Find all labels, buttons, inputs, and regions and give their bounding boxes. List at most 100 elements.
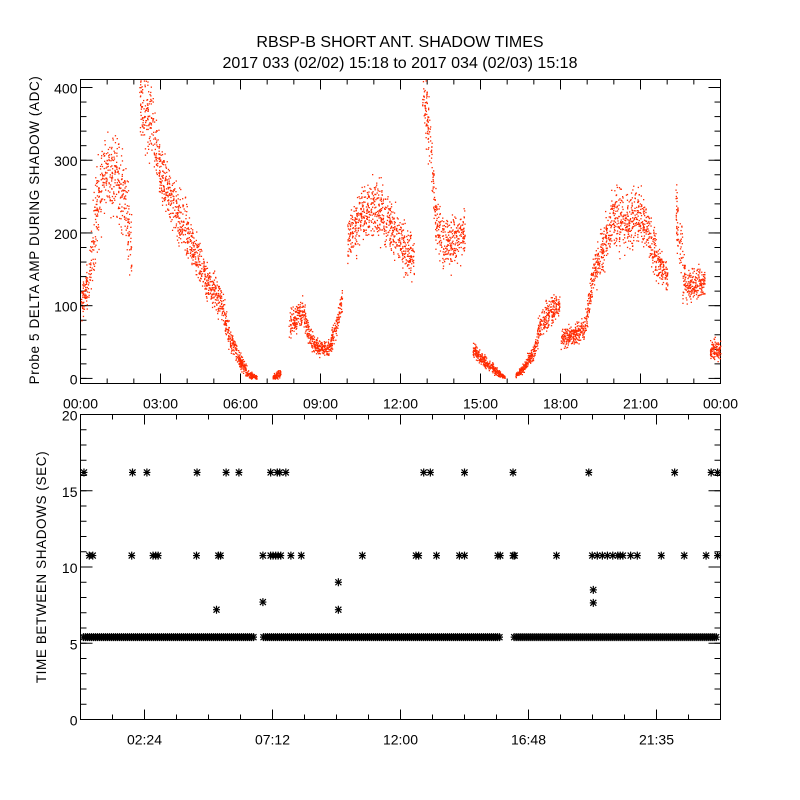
amplitude-dot <box>609 243 611 245</box>
amplitude-dot <box>244 368 247 370</box>
amplitude-dot <box>583 331 585 334</box>
amplitude-dot <box>546 320 548 322</box>
amplitude-dot <box>434 209 437 211</box>
amplitude-dot <box>255 378 257 380</box>
amplitude-dot <box>311 346 313 348</box>
amplitude-dot <box>622 221 624 223</box>
amplitude-dot <box>105 182 108 184</box>
amplitude-dot <box>387 234 389 236</box>
amplitude-dot <box>484 357 486 359</box>
amplitude-dot <box>483 358 485 360</box>
amplitude-dot <box>94 236 97 238</box>
amplitude-dot <box>214 305 216 308</box>
amplitude-dot <box>643 231 645 234</box>
amplitude-dot <box>432 176 434 179</box>
amplitude-dot <box>98 187 100 189</box>
amplitude-dot <box>388 231 390 233</box>
amplitude-dot <box>90 250 92 252</box>
amplitude-dots <box>80 80 722 380</box>
amplitude-dot <box>186 228 188 230</box>
amplitude-dot <box>101 150 103 153</box>
amplitude-dot <box>408 255 410 257</box>
amplitude-dot <box>395 247 397 249</box>
amplitude-dot <box>147 110 149 112</box>
amplitude-dot <box>439 244 441 246</box>
amplitude-dot <box>358 201 361 204</box>
amplitude-dot <box>458 247 460 249</box>
amplitude-dot <box>557 308 559 310</box>
amplitude-dot <box>155 169 157 171</box>
amplitude-dot <box>151 133 153 135</box>
amplitude-dot <box>86 264 88 266</box>
amplitude-dot <box>312 347 314 349</box>
amplitude-dot <box>459 226 462 229</box>
amplitude-dot <box>149 140 151 142</box>
amplitude-dot <box>562 341 564 343</box>
amplitude-dot <box>571 332 574 334</box>
amplitude-dot <box>548 317 550 320</box>
amplitude-dot <box>397 218 399 220</box>
amplitude-dot <box>290 337 292 339</box>
amplitude-dot <box>590 291 592 293</box>
amplitude-dot <box>155 138 157 140</box>
amplitude-dot <box>390 211 393 213</box>
amplitude-dot <box>518 374 520 376</box>
amplitude-dot <box>120 218 122 220</box>
amplitude-dot <box>460 265 462 267</box>
amplitude-dot <box>599 251 601 253</box>
amplitude-dot <box>340 305 343 307</box>
amplitude-dot <box>400 233 402 235</box>
amplitude-dot <box>240 355 242 357</box>
amplitude-dot <box>217 294 220 296</box>
amplitude-dot <box>552 321 554 324</box>
amplitude-dot <box>627 233 630 235</box>
amplitude-dot <box>112 139 114 141</box>
amplitude-dot <box>476 354 478 356</box>
amplitude-dot <box>309 337 311 339</box>
amplitude-dot <box>146 103 149 105</box>
amplitude-dot <box>359 213 361 215</box>
amplitude-dot <box>646 238 649 241</box>
amplitude-dot <box>191 262 193 264</box>
amplitude-dot <box>159 173 161 175</box>
amplitude-dot <box>366 210 368 212</box>
amplitude-dot <box>551 306 553 308</box>
amplitude-dot <box>412 260 414 262</box>
amplitude-dot <box>462 237 464 239</box>
amplitude-dot <box>328 346 331 348</box>
amplitude-dot <box>277 374 279 376</box>
amplitude-dot <box>392 241 395 243</box>
amplitude-dot <box>124 195 127 197</box>
amplitude-dot <box>280 373 282 375</box>
amplitude-dot <box>204 282 207 284</box>
amplitude-dot <box>404 242 406 244</box>
amplitude-dot <box>320 345 322 348</box>
amplitude-dot <box>337 316 339 319</box>
amplitude-dot <box>475 348 477 350</box>
amplitude-dot <box>605 241 607 243</box>
amplitude-dot <box>570 338 572 340</box>
amplitude-dot <box>253 376 255 379</box>
amplitude-dot <box>406 260 408 262</box>
amplitude-dot <box>93 241 95 243</box>
amplitude-dot <box>398 228 401 231</box>
amplitude-dot <box>292 313 295 315</box>
amplitude-dot <box>398 254 400 257</box>
amplitude-dot <box>398 224 400 226</box>
amplitude-dot <box>551 316 553 318</box>
amplitude-dot <box>341 297 344 300</box>
amplitude-dot <box>575 331 577 333</box>
amplitude-dot <box>474 347 476 349</box>
amplitude-dot <box>295 324 297 326</box>
amplitude-dot <box>161 180 163 182</box>
amplitude-dot <box>433 174 435 176</box>
amplitude-dot <box>403 219 405 221</box>
amplitude-dot <box>591 272 593 275</box>
amplitude-dot <box>107 169 109 171</box>
amplitude-dot <box>122 184 124 186</box>
amplitude-dot <box>123 196 126 198</box>
amplitude-dot <box>401 259 403 261</box>
amplitude-dot <box>432 180 435 182</box>
amplitude-dot <box>206 280 208 282</box>
amplitude-dot <box>347 224 349 226</box>
